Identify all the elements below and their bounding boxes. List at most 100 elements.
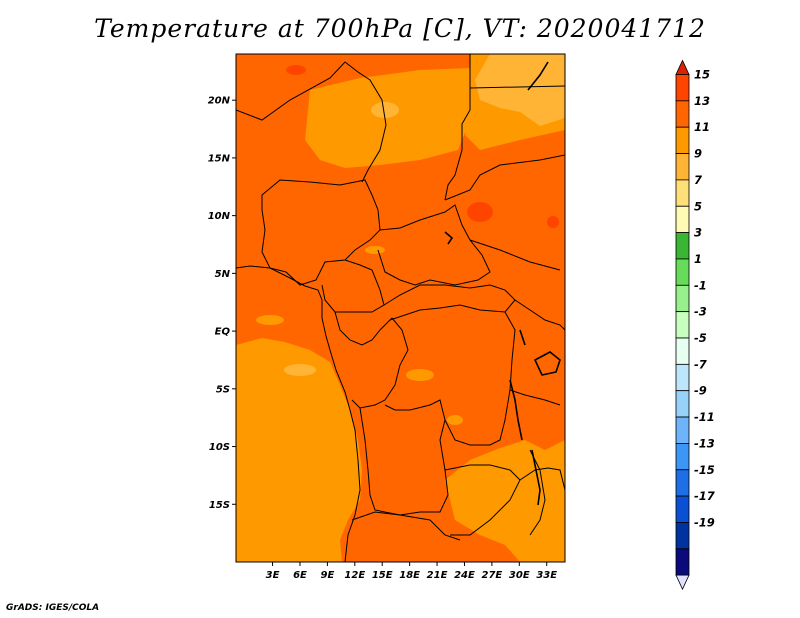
colorbar-swatch bbox=[675, 74, 690, 102]
colorbar-label: -13 bbox=[694, 436, 715, 450]
colorbar-swatch bbox=[675, 442, 690, 471]
border-north bbox=[236, 61, 387, 183]
field-speckle bbox=[371, 102, 399, 118]
lat-tick-label: 15N bbox=[208, 153, 231, 164]
border-east-africa bbox=[514, 299, 565, 331]
latitude-axis: 20N 15N 10N 5N EQ 5S 10S 15S bbox=[208, 96, 236, 511]
field-speckle bbox=[365, 246, 385, 254]
colorbar-label: -11 bbox=[694, 410, 715, 424]
colorbar-swatch bbox=[675, 469, 690, 497]
lon-tick-label: 12E bbox=[344, 570, 365, 581]
lake-albert bbox=[519, 329, 526, 346]
colorbar-label: -17 bbox=[694, 489, 715, 503]
map-frame bbox=[235, 53, 566, 563]
border-cameroon bbox=[321, 259, 385, 313]
lon-tick-label: 3E bbox=[266, 570, 280, 581]
field-band-9-11-atlantic bbox=[236, 338, 362, 562]
lon-tick-label: 9E bbox=[320, 570, 334, 581]
field-band-13-15-chad bbox=[467, 202, 493, 222]
colorbar-swatch bbox=[675, 337, 690, 365]
colorbar-label: 7 bbox=[694, 173, 702, 187]
colorbar-label: 1 bbox=[694, 252, 702, 266]
colorbar-swatch bbox=[675, 548, 690, 576]
border-libya bbox=[444, 54, 471, 201]
lat-tick-label: 20N bbox=[208, 96, 231, 107]
colorbar-arrow-bottom bbox=[675, 574, 690, 591]
lat-tick-label: 5S bbox=[216, 384, 230, 395]
field-speckle bbox=[406, 369, 434, 381]
lon-tick-label: 21E bbox=[427, 570, 448, 581]
lon-tick-label: 33E bbox=[536, 570, 557, 581]
lon-tick-label: 24E bbox=[454, 570, 475, 581]
lat-tick-label: 5N bbox=[215, 269, 231, 280]
lake-victoria bbox=[533, 351, 561, 376]
lon-tick-label: 30E bbox=[509, 570, 530, 581]
lake-tanganyika bbox=[509, 379, 523, 441]
colorbar-swatch bbox=[675, 495, 690, 523]
colorbar-swatch bbox=[675, 416, 690, 444]
colorbar-swatch bbox=[675, 284, 690, 313]
colorbar-swatch bbox=[675, 100, 690, 128]
colorbar-swatch bbox=[675, 205, 690, 234]
temperature-field bbox=[236, 54, 565, 562]
map-title: Temperature at 700hPa [C], VT: 202004171… bbox=[94, 14, 706, 43]
colorbar-label: 15 bbox=[694, 68, 710, 82]
border-congo bbox=[334, 311, 393, 346]
colorbar-swatch bbox=[675, 258, 690, 286]
field-speckle bbox=[256, 315, 284, 325]
colorbar-swatch bbox=[675, 522, 690, 550]
lat-tick-label: 10N bbox=[208, 211, 231, 222]
border-drc-east bbox=[384, 311, 516, 446]
field-band-9-11-north bbox=[305, 68, 470, 168]
lon-tick-label: 27E bbox=[482, 570, 503, 581]
coastline-west bbox=[236, 265, 361, 562]
lake-malawi bbox=[531, 449, 541, 506]
colorbar-label: -3 bbox=[694, 305, 707, 319]
colorbar-label: -1 bbox=[694, 278, 707, 292]
field-speckle bbox=[288, 405, 312, 415]
colorbar-swatch bbox=[675, 126, 690, 154]
lon-tick-label: 15E bbox=[372, 570, 393, 581]
border-mozambique bbox=[519, 467, 565, 491]
colorbar-swatch bbox=[675, 153, 690, 181]
colorbar-label: 9 bbox=[694, 147, 702, 161]
colorbar-label: -9 bbox=[694, 384, 707, 398]
colorbar-arrow-top bbox=[675, 59, 690, 75]
field-speckle bbox=[284, 364, 316, 376]
border-namibia bbox=[351, 511, 461, 541]
border-chad bbox=[377, 204, 491, 286]
border-tanzania bbox=[509, 389, 561, 406]
country-borders bbox=[236, 54, 565, 562]
lakes bbox=[444, 61, 561, 506]
colorbar-label: 5 bbox=[694, 199, 702, 213]
lat-tick-label: 10S bbox=[209, 442, 230, 453]
lon-tick-label: 6E bbox=[293, 570, 307, 581]
border-sudan bbox=[444, 154, 565, 201]
field-speckle bbox=[447, 415, 463, 425]
lat-tick-label: 15S bbox=[209, 500, 230, 511]
colorbar-label: 11 bbox=[694, 120, 710, 134]
colorbar-label: -19 bbox=[694, 515, 715, 529]
footer-credit: GrADS: IGES/COLA bbox=[6, 603, 100, 613]
colorbar: 15 13 11 9 7 5 3 1 -1 -3 -5 -7 -9 -11 -13 -15 -17 -19 bbox=[675, 59, 715, 591]
colorbar-label: -5 bbox=[694, 331, 707, 345]
longitude-axis: 3E 6E 9E 12E 15E 18E 21E 24E 27E 30E 33E bbox=[266, 562, 557, 581]
colorbar-label: -7 bbox=[694, 357, 707, 371]
border-malawi bbox=[529, 449, 546, 536]
colorbar-swatch bbox=[675, 232, 690, 260]
lon-tick-label: 18E bbox=[399, 570, 420, 581]
lat-tick-label: EQ bbox=[215, 327, 231, 338]
field-band-13-15-east bbox=[547, 216, 559, 228]
colorbar-swatch bbox=[675, 179, 690, 207]
field-band-13-15-sahara bbox=[286, 65, 306, 75]
lake-chad bbox=[444, 231, 454, 245]
border-angola bbox=[359, 407, 449, 516]
border-south-sudan bbox=[469, 239, 561, 271]
border-egypt-sudan bbox=[469, 85, 565, 89]
border-nigeria bbox=[261, 179, 381, 286]
red-sea-coast bbox=[527, 61, 549, 91]
colorbar-swatch bbox=[675, 390, 690, 418]
colorbar-label: -15 bbox=[694, 463, 715, 477]
border-drc bbox=[351, 317, 409, 409]
